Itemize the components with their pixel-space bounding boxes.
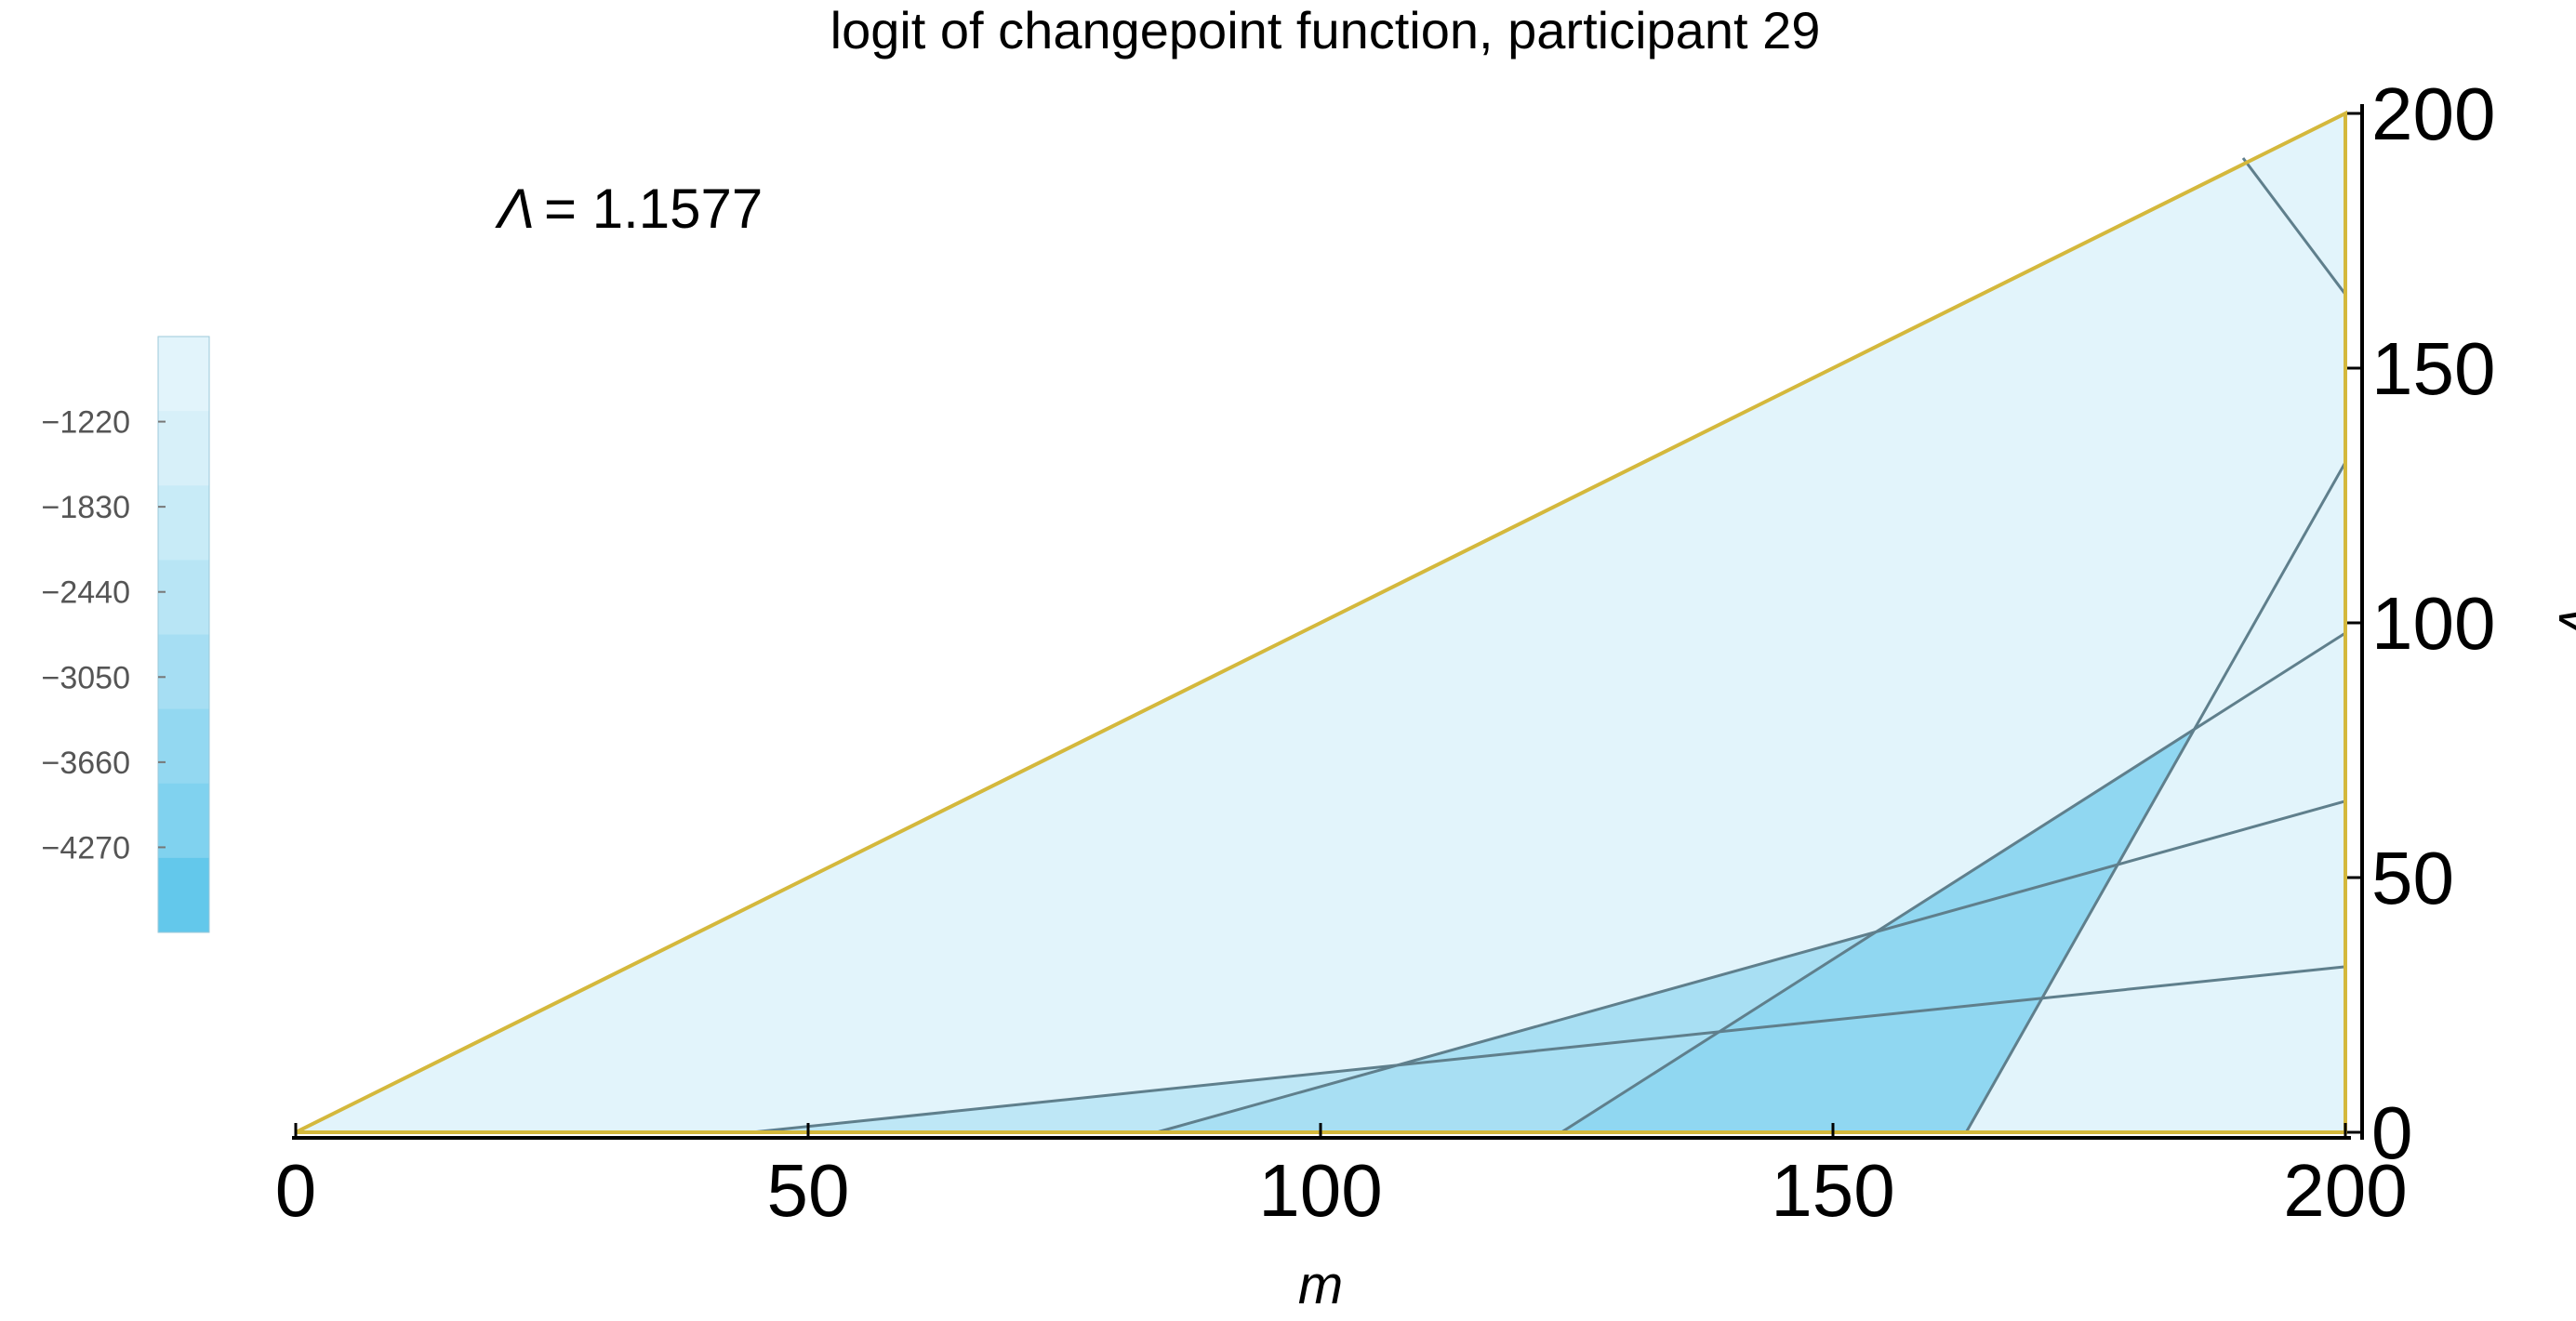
contour-line [751, 965, 2346, 1134]
lambda-symbol: Λ [495, 178, 535, 240]
x-tick-label: 50 [767, 1149, 850, 1232]
legend-swatch [158, 337, 209, 412]
legend-frame [157, 336, 210, 933]
x-axis-label: m [1298, 1255, 1343, 1315]
legend-swatch [158, 634, 209, 710]
y-tick-label: 0 [2371, 1091, 2413, 1174]
legend-swatch [158, 485, 209, 561]
x-tick-label: 150 [1771, 1149, 1894, 1232]
y-tick-label: 200 [2371, 73, 2495, 155]
legend-label: −1830 [42, 490, 131, 525]
y-axis-label: v [2547, 608, 2576, 638]
lambda-annotation: Λ = 1.1577 [495, 178, 763, 240]
legend-label: −1220 [42, 405, 131, 441]
contour-line [1964, 461, 2347, 1133]
x-tick-label: 200 [2283, 1149, 2407, 1232]
x-tick-label: 100 [1258, 1149, 1382, 1232]
legend-swatch [158, 783, 209, 859]
legend-label: −4270 [42, 830, 131, 865]
x-tick-label: 0 [275, 1149, 317, 1232]
legend-label: −3050 [42, 660, 131, 695]
y-tick-label: 100 [2371, 582, 2495, 665]
legend-swatch [158, 857, 209, 933]
legend-label: −2440 [42, 575, 131, 611]
legend-label: −3660 [42, 746, 131, 781]
y-tick-label: 150 [2371, 327, 2495, 410]
contour-line [2241, 157, 2347, 296]
contour-line [1156, 799, 2346, 1134]
legend-swatch [158, 411, 209, 486]
color-legend: −1220 −1830 −2440 −3050 −3660 −4270 [42, 336, 210, 933]
lambda-value: = 1.1577 [544, 178, 763, 240]
y-tick-label: 50 [2371, 837, 2454, 919]
legend-swatch [158, 560, 209, 635]
contour-line [1560, 631, 2346, 1134]
legend-swatch [158, 708, 209, 785]
chart-title: logit of changepoint function, participa… [830, 1, 1821, 59]
